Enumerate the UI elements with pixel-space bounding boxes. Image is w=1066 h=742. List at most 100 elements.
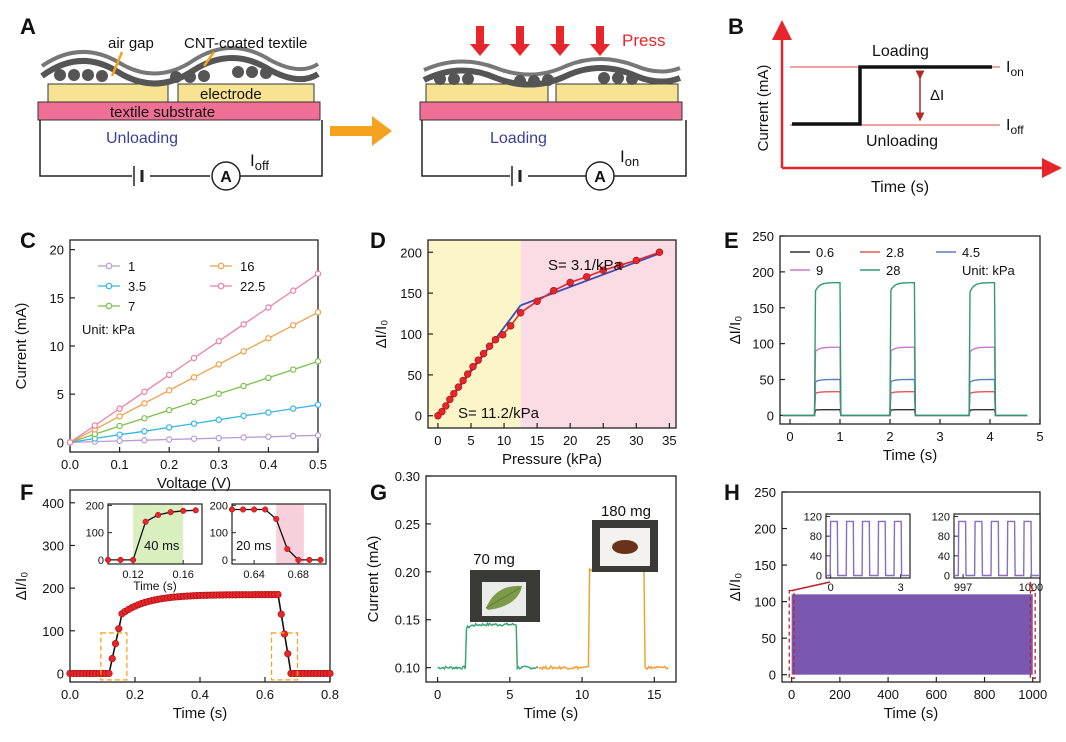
data-point	[116, 405, 123, 412]
y-tick-label: 0	[57, 666, 64, 681]
legend-marker	[105, 262, 113, 270]
inset-point	[228, 506, 236, 513]
data-point	[240, 434, 247, 441]
y-axis-label: ΔI/I₀	[13, 572, 30, 601]
inset-point	[117, 556, 124, 563]
x-axis-label: Voltage (V)	[157, 475, 231, 492]
data-point	[632, 256, 641, 265]
y-tick-label: 100	[754, 595, 776, 610]
panel-letter-e: E	[724, 228, 739, 253]
label-unloading: Unloading	[106, 130, 178, 147]
data-point	[280, 630, 289, 638]
y-tick-label: 0	[98, 555, 104, 567]
plot-frame	[781, 491, 1041, 683]
y-tick-label: 150	[400, 286, 422, 301]
panel-g-chart: 0 5 10 15 0.10 0.15 0.20 0.25 0.30 Time (s) Curren…	[365, 469, 677, 722]
series-line-4.5	[782, 378, 1028, 417]
data-point	[284, 650, 292, 658]
cnt-textile-wave	[40, 55, 320, 87]
label-textile-substrate: textile substrate	[110, 104, 215, 121]
b-label-ioff: Ioff	[1006, 117, 1024, 137]
data-point	[506, 322, 515, 330]
label-i-on: Ion	[620, 147, 639, 169]
electrode-left	[47, 83, 169, 103]
y-tick-label: 150	[754, 558, 776, 573]
inset-start: 0 3 0 40 80 120	[804, 511, 911, 594]
inset-annotation: 20 ms	[236, 538, 272, 553]
label-loading: Loading	[490, 130, 547, 147]
x-tick-label: 0.0	[61, 687, 79, 702]
x-tick-label: 5	[467, 433, 474, 448]
x-axis-label: Time (s)	[884, 705, 938, 722]
legend-label: 22.5	[240, 279, 265, 294]
x-tick-label: 35	[662, 433, 676, 448]
legend-marker	[217, 282, 225, 290]
svg-text:A: A	[594, 169, 606, 186]
y-tick-label: 80	[938, 531, 950, 543]
circuit-wire-left	[39, 120, 323, 177]
x-tick-label: 0.0	[61, 457, 79, 472]
y-tick-label: 0.15	[395, 613, 420, 628]
y-axis-label: Current (mA)	[13, 303, 30, 390]
data-point	[314, 401, 322, 408]
x-tick-label: 800	[974, 687, 996, 702]
device-loading: Press Loading A Ion	[419, 26, 687, 191]
svg-text:A: A	[220, 169, 232, 186]
panel-letter-a: A	[20, 14, 36, 39]
inset-frame	[953, 513, 1041, 579]
data-point	[190, 374, 198, 381]
inset-point	[240, 506, 247, 513]
transition-arrow	[330, 116, 392, 146]
inset-end: 997 1000 0 40 80 120	[932, 511, 1044, 594]
x-tick-label: 30	[629, 433, 643, 448]
data-point	[115, 625, 123, 633]
annotation-slope-low: S= 11.2/kPa	[458, 405, 540, 422]
y-tick-label: 200	[754, 522, 776, 537]
inset-point	[262, 506, 269, 513]
fiber-dots	[54, 66, 272, 83]
data-point	[240, 321, 247, 328]
y-tick-label: 400	[42, 496, 64, 511]
annotation-70mg: 70 mg	[473, 551, 515, 568]
y-tick-label: 0.30	[395, 469, 420, 484]
y-tick-label: 0	[222, 555, 228, 567]
data-point	[491, 336, 500, 344]
data-point	[240, 348, 247, 355]
data-point	[91, 422, 99, 429]
x-tick-label: 2	[886, 429, 893, 444]
data-point	[116, 437, 123, 445]
y-tick-label: 10	[50, 339, 64, 354]
x-tick-label: 10	[497, 433, 511, 448]
y-tick-label: 100	[752, 337, 774, 352]
series-line-2.8	[782, 391, 1028, 417]
y-tick-label: 100	[86, 528, 104, 540]
label-press: Press	[622, 31, 665, 50]
inset-point	[317, 556, 324, 563]
y-tick-label: 100	[42, 624, 64, 639]
legend-marker	[217, 262, 225, 270]
x-tick-label: 0.4	[191, 687, 209, 702]
inset-frame	[107, 503, 203, 565]
y-tick-label: 50	[760, 373, 774, 388]
data-point	[290, 366, 297, 373]
inset-point	[295, 556, 302, 563]
x-tick-label: 0.12	[122, 569, 143, 581]
y-tick-label: 40	[938, 551, 950, 563]
legend-label: 1	[128, 259, 135, 274]
data-point	[583, 273, 591, 281]
data-point	[141, 400, 148, 407]
x-tick-label: 0	[786, 429, 793, 444]
data-point	[215, 390, 222, 397]
label-cnt-textile: CNT-coated textile	[184, 35, 307, 52]
data-point	[215, 416, 222, 423]
data-point	[66, 439, 74, 446]
annotation-180mg: 180 mg	[601, 503, 651, 520]
x-tick-label: 0	[828, 582, 834, 594]
data-point	[274, 590, 282, 599]
legend-unit: Unit: kPa	[82, 322, 136, 337]
inset: 0.64 0.68 0 100 200 20 ms	[210, 500, 327, 581]
data-point	[474, 356, 482, 364]
x-tick-label: 0.8	[321, 687, 339, 702]
data-point	[314, 270, 322, 277]
x-tick-label: 10	[575, 687, 589, 702]
